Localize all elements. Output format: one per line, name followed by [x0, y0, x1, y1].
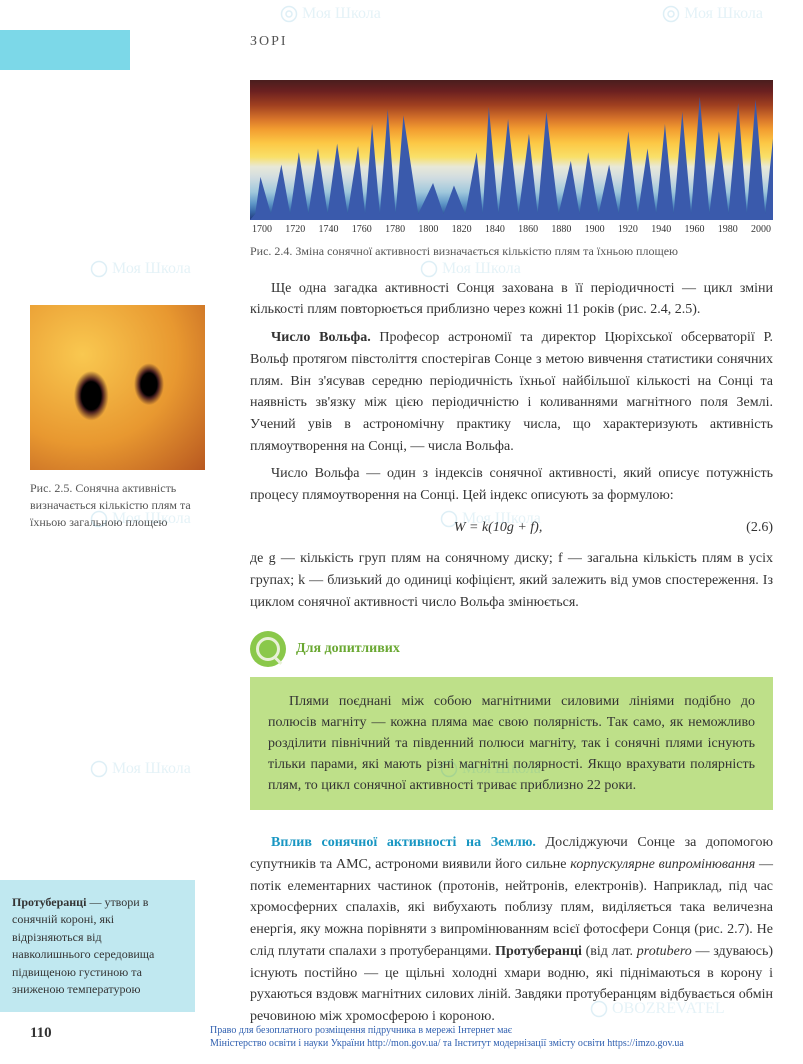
paragraph-3: Число Вольфа — один з індексів сонячної … [250, 463, 773, 506]
section-tab [0, 30, 130, 70]
magnifier-icon [250, 631, 286, 667]
watermark: Моя Школа [280, 5, 381, 23]
watermark: Моя Школа [90, 260, 191, 278]
side-definition: Протуберанці — утвори в сонячній короні,… [0, 880, 195, 1012]
sunspot-caption: Рис. 2.5. Сонячна активність визначаєтьс… [30, 480, 205, 530]
section-title: ЗОРІ [250, 34, 288, 50]
callout-title: Для допитливих [296, 641, 400, 657]
paragraph-4: де g — кількість груп плям на сонячному … [250, 548, 773, 613]
chart-x-axis: 1700172017401760178018001820184018601880… [250, 224, 773, 235]
sunspot-image [30, 305, 205, 470]
watermark: Моя Школа [90, 760, 191, 778]
footer-credits: Право для безоплатного розміщення підруч… [210, 1024, 684, 1050]
watermark: Моя Школа [420, 260, 521, 278]
paragraph-2: Число Вольфа. Професор астрономії та дир… [250, 327, 773, 457]
watermark: Моя Школа [662, 5, 763, 23]
callout-box: Плями поєднані між собою магнітними сило… [250, 677, 773, 810]
page-number: 110 [30, 1025, 52, 1042]
chart-caption: Рис. 2.4. Зміна сонячної активності визн… [250, 243, 773, 260]
formula: W = k(10g + f), (2.6) [250, 517, 773, 539]
paragraph-5: Вплив сонячної активності на Землю. Досл… [250, 832, 773, 1027]
paragraph-1: Ще одна загадка активності Сонця захован… [250, 278, 773, 321]
solar-activity-chart [250, 80, 773, 220]
